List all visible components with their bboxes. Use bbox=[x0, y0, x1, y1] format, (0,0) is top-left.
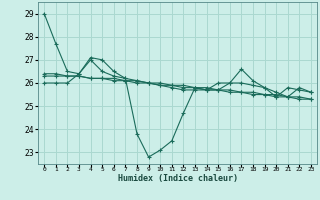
X-axis label: Humidex (Indice chaleur): Humidex (Indice chaleur) bbox=[118, 174, 238, 183]
